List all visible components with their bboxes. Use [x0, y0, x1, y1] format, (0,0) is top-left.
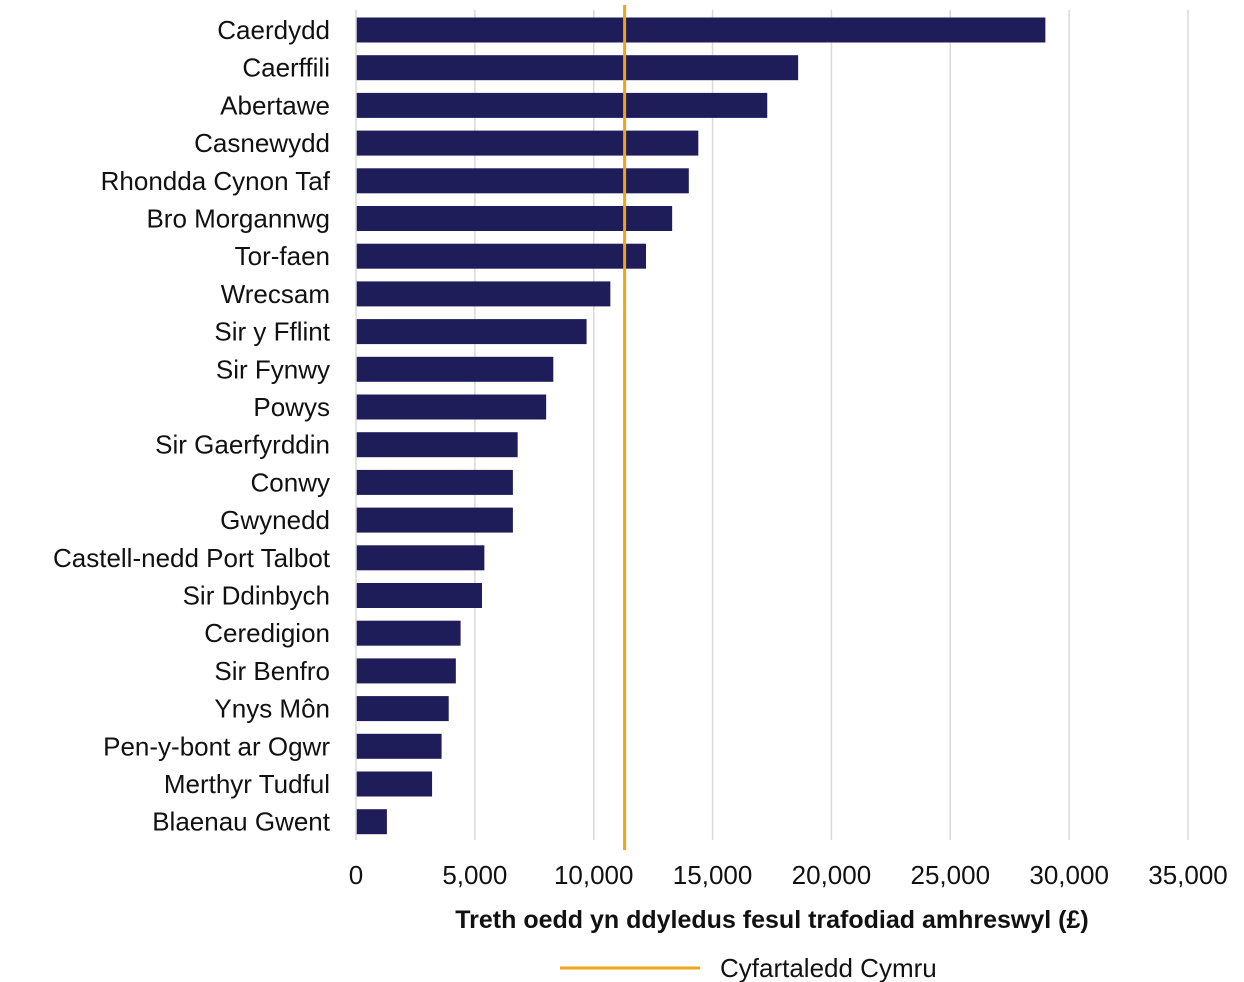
bars — [356, 17, 1046, 835]
bar — [356, 394, 547, 420]
bar — [356, 432, 518, 458]
category-label: Sir Gaerfyrddin — [155, 430, 330, 460]
x-tick-label: 25,000 — [911, 860, 991, 890]
category-label: Castell-nedd Port Talbot — [53, 543, 331, 573]
legend: Cyfartaledd Cymru — [560, 953, 937, 982]
category-label: Gwynedd — [220, 505, 330, 535]
bar — [356, 809, 387, 835]
bar — [356, 17, 1046, 43]
category-label: Ynys Môn — [214, 694, 330, 724]
bar — [356, 583, 482, 608]
category-label: Caerffili — [242, 53, 330, 83]
bar — [356, 620, 461, 646]
bar — [356, 243, 647, 269]
bar — [356, 356, 554, 382]
bar — [356, 55, 799, 81]
category-label: Tor-faen — [235, 241, 330, 271]
x-tick-label: 20,000 — [792, 860, 872, 890]
bar — [356, 507, 513, 533]
category-label: Abertawe — [220, 90, 330, 120]
bar — [356, 771, 433, 797]
category-label: Powys — [253, 392, 330, 422]
bar — [356, 130, 699, 156]
x-tick-label: 10,000 — [554, 860, 634, 890]
bar — [356, 733, 442, 759]
category-label: Rhondda Cynon Taf — [101, 166, 331, 196]
legend-label-wales-average: Cyfartaledd Cymru — [720, 953, 937, 982]
category-label: Sir Fynwy — [216, 354, 330, 384]
bar — [356, 168, 689, 194]
x-tick-label: 5,000 — [442, 860, 507, 890]
category-label: Ceredigion — [204, 618, 330, 648]
category-labels: Caerdydd Caerffili Abertawe Casnewydd Rhondd… — [53, 15, 331, 837]
x-axis-title: Treth oedd yn ddyledus fesul trafodiad a… — [455, 906, 1088, 934]
bar — [356, 658, 456, 684]
x-tick-label: 35,000 — [1148, 860, 1228, 890]
category-label: Pen-y-bont ar Ogwr — [103, 731, 330, 761]
category-label: Conwy — [251, 467, 330, 497]
bar — [356, 319, 587, 345]
category-label: Caerdydd — [217, 15, 330, 45]
x-tick-labels: 0 5,000 10,000 15,000 20,000 25,000 30,000 35,0… — [349, 860, 1228, 890]
bar — [356, 545, 485, 571]
x-tick-label: 15,000 — [673, 860, 753, 890]
category-label: Sir Benfro — [214, 656, 330, 686]
category-label: Sir Ddinbych — [183, 581, 330, 611]
category-label: Wrecsam — [221, 279, 330, 309]
bar — [356, 206, 673, 231]
category-label: Sir y Fflint — [214, 317, 330, 347]
bar — [356, 696, 449, 722]
category-label: Blaenau Gwent — [152, 807, 331, 837]
x-tick-label: 0 — [349, 860, 363, 890]
category-label: Casnewydd — [194, 128, 330, 158]
x-tick-label: 30,000 — [1029, 860, 1109, 890]
bar — [356, 469, 513, 495]
bar — [356, 92, 768, 118]
bar — [356, 281, 611, 307]
category-label: Merthyr Tudful — [164, 769, 330, 799]
category-label: Bro Morgannwg — [146, 204, 330, 234]
